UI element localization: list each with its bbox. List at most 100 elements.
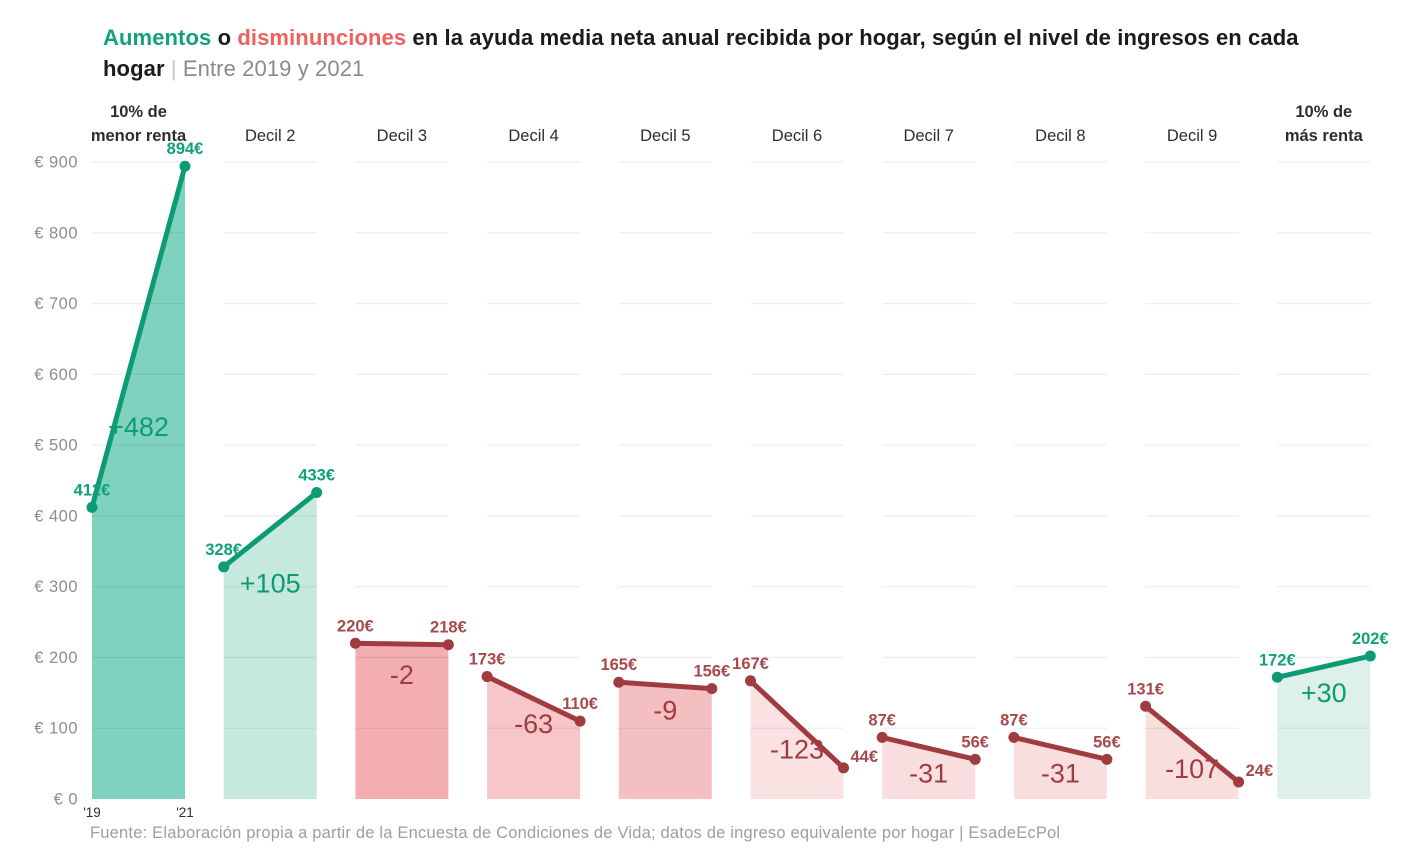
data-point-2019	[1008, 731, 1020, 743]
value-label-2021: 433€	[298, 467, 335, 485]
y-tick-label: € 400	[34, 507, 78, 525]
data-point-2021	[969, 753, 981, 765]
column-5: Decil 5 165€ 156€ -9	[600, 127, 730, 725]
column-9: Decil 9 131€ 24€ -107	[1127, 127, 1273, 788]
value-label-2021: 24€	[1246, 762, 1274, 780]
value-label-2019: 165€	[600, 656, 637, 674]
column-header: Decil 8	[1035, 127, 1085, 145]
value-label-2019: 131€	[1127, 680, 1164, 698]
change-label: -63	[514, 709, 553, 739]
data-point-2021	[311, 487, 323, 499]
value-label-2021: 156€	[693, 663, 730, 681]
value-label-2021: 894€	[167, 140, 204, 158]
column-header: Decil 6	[772, 127, 822, 145]
change-label: +482	[108, 412, 169, 442]
area-fill	[750, 680, 844, 799]
y-tick-label: € 500	[34, 437, 78, 455]
slope-line	[1143, 703, 1242, 785]
title-connector: o	[211, 25, 238, 50]
data-point-2021	[706, 683, 718, 695]
value-label-2021: 56€	[961, 733, 989, 751]
column-header: Decil 7	[903, 127, 953, 145]
column-1: 10% de menor renta 412€ 894€ +482 '19 '21	[74, 103, 204, 820]
data-point-2021	[1364, 650, 1376, 662]
data-point-2019	[876, 731, 888, 743]
change-label: -123	[770, 734, 824, 764]
column-header: Decil 4	[508, 127, 558, 145]
data-point-2021	[574, 715, 586, 727]
y-tick-label: € 100	[34, 720, 78, 738]
column-header: Decil 3	[377, 127, 427, 145]
chart-title: Aumentos o disminunciones en la ayuda me…	[103, 22, 1348, 84]
column-header: Decil 5	[640, 127, 690, 145]
y-tick-label: € 700	[34, 295, 78, 313]
slope-line	[484, 674, 583, 724]
y-tick-label: € 800	[34, 224, 78, 242]
source-note: Fuente: Elaboración propia a partir de l…	[90, 824, 1061, 842]
area-fill	[1013, 737, 1107, 799]
column-2: Decil 2 328€ 433€ +105	[205, 127, 335, 599]
y-tick-label: € 600	[34, 366, 78, 384]
area-fill	[487, 676, 581, 799]
area-fill	[1145, 706, 1239, 799]
slope-line	[352, 640, 451, 648]
column-3: Decil 3 220€ 218€ -2	[337, 127, 467, 690]
change-label: -31	[909, 758, 948, 788]
data-point-2019	[481, 671, 493, 683]
change-label: -9	[653, 695, 677, 725]
value-label-2019: 412€	[74, 481, 111, 499]
value-label-2019: 173€	[469, 651, 506, 669]
grid-lines	[92, 161, 1371, 729]
y-axis: € 900 € 800 € 700 € 600 € 500 € 400 € 300 € 200…	[34, 154, 78, 809]
change-label: -31	[1041, 758, 1080, 788]
y-tick-label: € 300	[34, 578, 78, 596]
data-point-2019	[218, 561, 230, 573]
columns: 10% de menor renta 412€ 894€ +482 '19 '21 Decil…	[74, 103, 1389, 820]
data-point-2019	[1140, 700, 1152, 712]
column-7: Decil 7 87€ 56€ -31	[868, 127, 989, 788]
value-label-2021: 56€	[1093, 733, 1121, 751]
column-10: 10% de más renta 172€ 202€ +30	[1259, 103, 1389, 708]
area-fill	[618, 682, 712, 799]
data-point-2019	[1271, 671, 1283, 683]
area-fill	[1277, 656, 1371, 799]
slope-line	[616, 679, 715, 692]
change-label: +105	[240, 569, 301, 599]
area-fill	[882, 737, 976, 799]
slope-line	[89, 163, 188, 510]
title-main-text: en la ayuda media neta anual recibida po…	[103, 25, 1299, 81]
data-point-2019	[86, 501, 98, 513]
slope-line	[879, 734, 978, 762]
y-tick-label: € 900	[34, 154, 78, 172]
column-4: Decil 4 173€ 110€ -63	[469, 127, 598, 739]
change-label: -2	[390, 660, 414, 690]
slope-line	[221, 490, 320, 570]
area-fill	[92, 166, 185, 799]
slope-line	[1011, 734, 1110, 762]
data-point-2021	[1101, 753, 1113, 765]
column-header: Decil 2	[245, 127, 295, 145]
change-label: +30	[1301, 678, 1347, 708]
value-label-2019: 87€	[1000, 711, 1028, 729]
value-label-2019: 172€	[1259, 651, 1296, 669]
value-label-2019: 167€	[732, 655, 769, 673]
value-label-2021: 44€	[851, 748, 879, 766]
data-point-2021	[442, 639, 454, 651]
data-point-2019	[349, 637, 361, 649]
column-header: Decil 9	[1167, 127, 1217, 145]
data-point-2021	[179, 160, 191, 172]
area-fill	[355, 643, 449, 799]
area-fills	[92, 166, 1371, 799]
slope-line	[1274, 653, 1373, 680]
area-fill	[223, 492, 317, 799]
data-point-2019	[745, 675, 756, 687]
value-label-2019: 220€	[337, 617, 374, 635]
data-point-2019	[613, 676, 625, 688]
y-tick-label: € 0	[54, 791, 78, 809]
title-word-decreases: disminunciones	[237, 25, 407, 50]
value-label-2021: 218€	[430, 619, 467, 637]
change-label: -107	[1165, 754, 1219, 784]
column-header: 10% de más renta	[1285, 103, 1364, 145]
